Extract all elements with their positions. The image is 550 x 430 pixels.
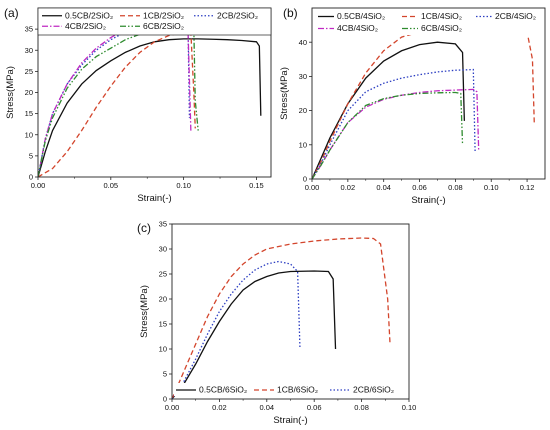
y-tick-label: 30	[25, 46, 33, 55]
y-tick-label: 25	[25, 67, 33, 76]
series-line-1	[172, 270, 337, 399]
x-tick-label: 0.00	[31, 181, 46, 190]
x-axis-label: Strain(-)	[411, 195, 445, 206]
panel-label: (a)	[4, 6, 19, 20]
legend-entry: 1CB/6SiO₂	[277, 385, 318, 395]
x-tick-label: 0.10	[484, 183, 499, 192]
legend-entry: 0.5CB/6SiO₂	[199, 385, 247, 395]
x-tick-label: 0.04	[259, 403, 274, 412]
x-tick-label: 0.02	[212, 403, 227, 412]
y-tick-label: 25	[159, 270, 167, 279]
x-tick-label: 0.08	[448, 183, 463, 192]
legend-entry: 6CB/4SiO₂	[421, 23, 462, 33]
legend-background	[174, 383, 406, 396]
x-tick-label: 0.15	[249, 181, 264, 190]
legend-entry: 2CB/6SiO₂	[353, 385, 394, 395]
y-tick-label: 10	[299, 140, 307, 149]
series-line-2	[172, 237, 391, 399]
legend-box	[37, 7, 272, 36]
y-tick-label: 0	[163, 395, 167, 404]
x-tick-label: 0.00	[165, 403, 180, 412]
x-tick-label: 0.06	[412, 183, 427, 192]
y-tick-label: 40	[299, 38, 307, 47]
y-tick-label: 5	[163, 370, 167, 379]
x-axis-label: Strain(-)	[137, 193, 171, 204]
legend-entry: 0.5CB/4SiO₂	[337, 11, 385, 21]
series-line-3	[172, 260, 301, 399]
y-tick-label: 20	[25, 88, 33, 97]
legend: 0.5CB/4SiO₂ 1CB/4SiO₂ 2CB/4SiO₂ 4CB/4SiO₂ 6C…	[316, 9, 542, 35]
y-tick-label: 0	[303, 175, 307, 184]
y-tick-label: 15	[25, 109, 33, 118]
y-tick-label: 0	[29, 173, 33, 182]
panel-a: (a) 0.00 0.05 0.10 0.15 0 5 10 15 20 25 30 35 Strain(…	[4, 6, 272, 204]
x-tick-label: 0.08	[354, 403, 369, 412]
series-line-3	[312, 68, 476, 179]
series-line-4	[312, 88, 480, 179]
series-line-2	[38, 31, 196, 177]
series-line-1	[312, 41, 465, 179]
x-tick-label: 0.05	[104, 181, 119, 190]
series-group	[38, 16, 262, 177]
legend-background	[316, 9, 542, 35]
x-tick-label: 0.02	[341, 183, 356, 192]
series-line-2	[312, 25, 535, 179]
y-tick-label: 10	[25, 130, 33, 139]
series-line-5	[38, 26, 199, 177]
series-line-5	[312, 91, 464, 179]
plot-frame	[311, 7, 546, 180]
x-tick-label: 0.00	[305, 183, 320, 192]
legend-entry: 2CB/2SiO₂	[217, 10, 258, 20]
y-tick-label: 35	[25, 25, 33, 34]
y-tick-label: 5	[29, 151, 33, 160]
y-axis-label: Stress(MPa)	[139, 285, 150, 338]
legend: 0.5CB/6SiO₂ 1CB/6SiO₂ 2CB/6SiO₂	[174, 383, 406, 396]
y-axis-label: Stress(MPa)	[5, 66, 16, 119]
panel-b: (b) 0.00 0.02 0.04 0.06 0.08 0.10 0.12 0 10 20 30 40…	[279, 6, 546, 206]
x-tick-label: 0.10	[176, 181, 191, 190]
y-tick-label: 20	[159, 295, 167, 304]
plot-frame	[171, 223, 410, 400]
series-line-4	[38, 16, 192, 177]
legend-entry: 4CB/2SiO₂	[65, 21, 106, 31]
series-group	[172, 237, 391, 399]
x-axis-label: Strain(-)	[273, 415, 307, 426]
series-group	[312, 25, 535, 179]
legend: 0.5CB/2SiO₂ 1CB/2SiO₂ 2CB/2SiO₂ 4CB/2SiO₂ 6C…	[37, 7, 272, 36]
legend-entry: 0.5CB/2SiO₂	[65, 10, 113, 20]
x-tick-label: 0.12	[520, 183, 535, 192]
y-tick-label: 10	[159, 345, 167, 354]
x-tick-label: 0.10	[402, 403, 417, 412]
y-tick-label: 35	[159, 220, 167, 229]
x-tick-label: 0.06	[307, 403, 322, 412]
panel-label: (b)	[283, 6, 298, 20]
legend-entry: 4CB/4SiO₂	[337, 23, 378, 33]
legend-entry: 1CB/4SiO₂	[421, 11, 462, 21]
series-line-1	[38, 38, 262, 177]
legend-entry: 6CB/2SiO₂	[143, 21, 184, 31]
y-axis-label: Stress(MPa)	[279, 67, 290, 120]
legend-entry: 1CB/2SiO₂	[143, 10, 184, 20]
y-tick-label: 30	[299, 72, 307, 81]
panel-label: (c)	[137, 221, 151, 235]
y-tick-label: 20	[299, 106, 307, 115]
y-tick-label: 15	[159, 320, 167, 329]
y-tick-label: 30	[159, 245, 167, 254]
x-tick-label: 0.04	[376, 183, 391, 192]
panel-c: (c) 0.00 0.02 0.04 0.06 0.08 0.10 0 5 10 15 20 25 30 3…	[137, 220, 416, 426]
legend-entry: 2CB/4SiO₂	[495, 11, 536, 21]
